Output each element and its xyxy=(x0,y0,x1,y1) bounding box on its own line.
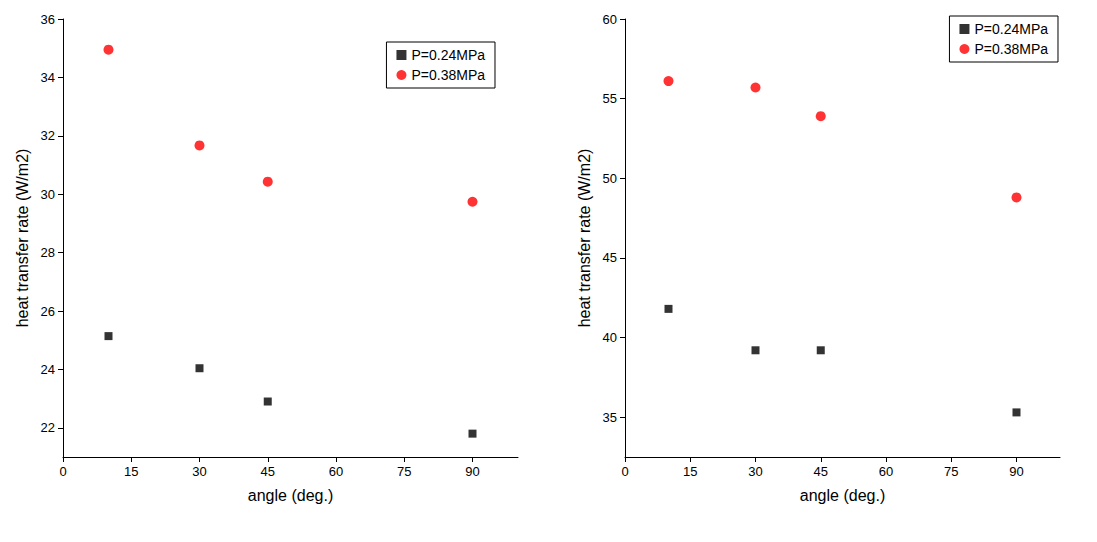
svg-text:angle (deg.): angle (deg.) xyxy=(800,487,885,504)
svg-text:P=0.38MPa: P=0.38MPa xyxy=(974,41,1048,57)
svg-text:90: 90 xyxy=(1009,464,1023,479)
svg-text:75: 75 xyxy=(944,464,958,479)
svg-text:0: 0 xyxy=(621,464,628,479)
svg-text:26: 26 xyxy=(41,304,55,319)
svg-text:45: 45 xyxy=(603,250,617,265)
svg-text:90: 90 xyxy=(465,464,479,479)
svg-text:30: 30 xyxy=(748,464,762,479)
svg-text:24: 24 xyxy=(41,362,55,377)
svg-text:60: 60 xyxy=(603,12,617,27)
svg-text:45: 45 xyxy=(814,464,828,479)
svg-text:55: 55 xyxy=(603,91,617,106)
svg-text:22: 22 xyxy=(41,420,55,435)
svg-text:angle (deg.): angle (deg.) xyxy=(248,487,333,504)
svg-text:50: 50 xyxy=(603,171,617,186)
svg-text:15: 15 xyxy=(124,464,138,479)
svg-text:35: 35 xyxy=(603,410,617,425)
svg-text:15: 15 xyxy=(683,464,697,479)
svg-text:60: 60 xyxy=(329,464,343,479)
svg-text:34: 34 xyxy=(41,70,55,85)
svg-text:P=0.38MPa: P=0.38MPa xyxy=(411,67,485,83)
svg-text:heat transfer rate (W/m2): heat transfer rate (W/m2) xyxy=(14,149,31,328)
svg-text:0: 0 xyxy=(59,464,66,479)
svg-text:45: 45 xyxy=(261,464,275,479)
svg-text:36: 36 xyxy=(41,12,55,27)
svg-text:30: 30 xyxy=(192,464,206,479)
svg-text:30: 30 xyxy=(41,187,55,202)
svg-text:P=0.24MPa: P=0.24MPa xyxy=(974,21,1048,37)
svg-text:40: 40 xyxy=(603,330,617,345)
svg-text:75: 75 xyxy=(397,464,411,479)
svg-text:32: 32 xyxy=(41,128,55,143)
svg-text:60: 60 xyxy=(879,464,893,479)
svg-text:heat transfer rate (W/m2): heat transfer rate (W/m2) xyxy=(576,149,593,328)
svg-text:28: 28 xyxy=(41,245,55,260)
svg-text:P=0.24MPa: P=0.24MPa xyxy=(411,47,485,63)
